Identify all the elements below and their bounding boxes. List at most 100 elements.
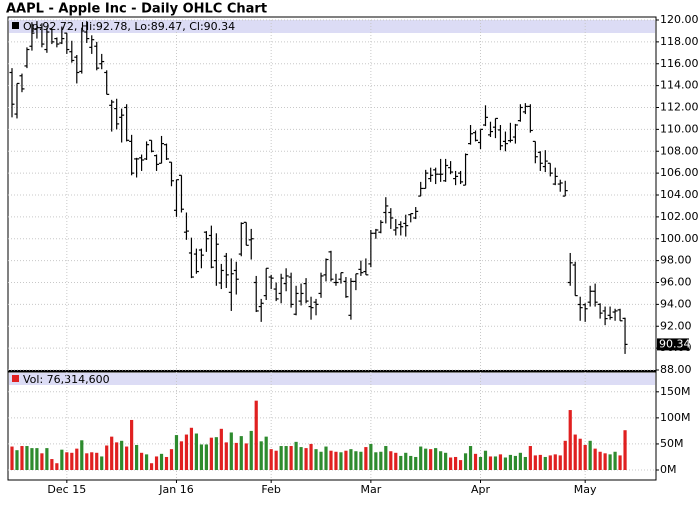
volume-bar [513, 455, 517, 470]
volume-bar [209, 437, 213, 470]
chart-title: AAPL - Apple Inc - Daily OHLC Chart [6, 2, 267, 17]
volume-bar [563, 440, 567, 470]
volume-bar [553, 454, 557, 470]
volume-bar [154, 456, 159, 470]
volume-bar [429, 449, 433, 470]
volume-bar [598, 451, 602, 470]
volume-bar [30, 448, 34, 470]
volume-bar [149, 463, 154, 470]
volume-bar [294, 441, 298, 470]
volume-bar [35, 448, 39, 470]
volume-bar [274, 450, 278, 470]
volume-bar [453, 456, 458, 470]
volume-bar [40, 453, 44, 470]
x-tick-label: Jan 16 [158, 483, 193, 496]
volume-bar [359, 451, 363, 470]
volume-bar [179, 441, 184, 470]
volume-bar [389, 451, 393, 470]
y-tick-label: 96.00 [660, 276, 692, 289]
volume-bar [319, 451, 323, 470]
volume-bar [289, 446, 293, 470]
volume-bar [239, 436, 243, 470]
volume-bar [439, 451, 443, 470]
volume-bar [593, 448, 597, 470]
volume-legend-text: Vol: 76,314,600 [23, 373, 110, 386]
y-tick-label: 100.00 [660, 232, 699, 245]
volume-bar [404, 452, 408, 470]
volume-bar [374, 452, 378, 470]
volume-bar [523, 456, 527, 470]
volume-y-tick-label: 150M [660, 385, 691, 398]
volume-bar [139, 452, 144, 470]
x-tick-label: Apr [471, 483, 491, 496]
volume-bar [20, 446, 24, 470]
volume-bar [164, 456, 169, 470]
volume-bar [498, 454, 503, 470]
volume-bar [409, 455, 413, 470]
volume-bar [254, 400, 258, 470]
x-tick-label: Dec 15 [47, 483, 86, 496]
volume-y-tick-label: 100M [660, 411, 691, 424]
volume-bar [324, 446, 328, 470]
volume-bar [55, 463, 59, 470]
volume-bar [169, 449, 174, 470]
legend-band [9, 20, 655, 33]
volume-legend-band [9, 373, 655, 385]
volume-bar [424, 448, 428, 470]
volume-bar [344, 450, 348, 470]
volume-bar [269, 449, 273, 470]
volume-bar [204, 444, 208, 470]
y-tick-label: 118.00 [660, 35, 699, 48]
volume-bar [85, 453, 89, 470]
volume-bar [80, 440, 84, 470]
last-price-label: 90.34 [659, 337, 691, 350]
volume-bar [528, 446, 532, 470]
volume-bar [199, 444, 203, 470]
volume-bar [399, 455, 403, 470]
volume-bar [25, 446, 29, 470]
volume-bar [115, 442, 119, 470]
volume-bar [608, 454, 612, 470]
volume-bar [518, 452, 522, 470]
volume-bar [219, 428, 223, 470]
volume-bar [75, 448, 79, 470]
volume-bar [249, 430, 253, 470]
volume-bar [434, 448, 438, 470]
volume-bar [488, 456, 493, 470]
volume-bar [45, 448, 49, 470]
volume-y-tick-label: 50M [660, 437, 684, 450]
volume-bar [309, 443, 313, 470]
volume-bar [578, 438, 582, 470]
volume-bar [419, 446, 423, 470]
volume-bar [259, 441, 263, 470]
volume-bar [60, 449, 64, 470]
volume-bar [458, 460, 463, 470]
volume-bar [65, 452, 69, 470]
volume-bar [623, 430, 627, 470]
volume-bar [384, 446, 388, 470]
volume-bar [214, 437, 218, 470]
volume-bar [583, 444, 587, 470]
x-tick-label: May [574, 483, 597, 496]
volume-bar [558, 455, 562, 470]
volume-bar [130, 419, 134, 470]
y-tick-label: 98.00 [660, 254, 692, 267]
volume-bar [304, 448, 308, 470]
y-tick-label: 104.00 [660, 188, 699, 201]
volume-bar [568, 410, 572, 470]
volume-bar [339, 452, 343, 470]
volume-bar [369, 443, 373, 470]
volume-bar [144, 454, 149, 470]
y-tick-label: 110.00 [660, 122, 699, 135]
volume-bar [194, 433, 199, 470]
volume-bar [379, 451, 383, 470]
volume-bar [573, 434, 577, 470]
volume-bar [334, 451, 338, 470]
volume-bar [483, 450, 488, 470]
y-tick-label: 106.00 [660, 166, 699, 179]
volume-bar [105, 445, 109, 470]
volume-bar [90, 452, 94, 470]
volume-bar [10, 446, 14, 470]
volume-bar [508, 454, 513, 470]
